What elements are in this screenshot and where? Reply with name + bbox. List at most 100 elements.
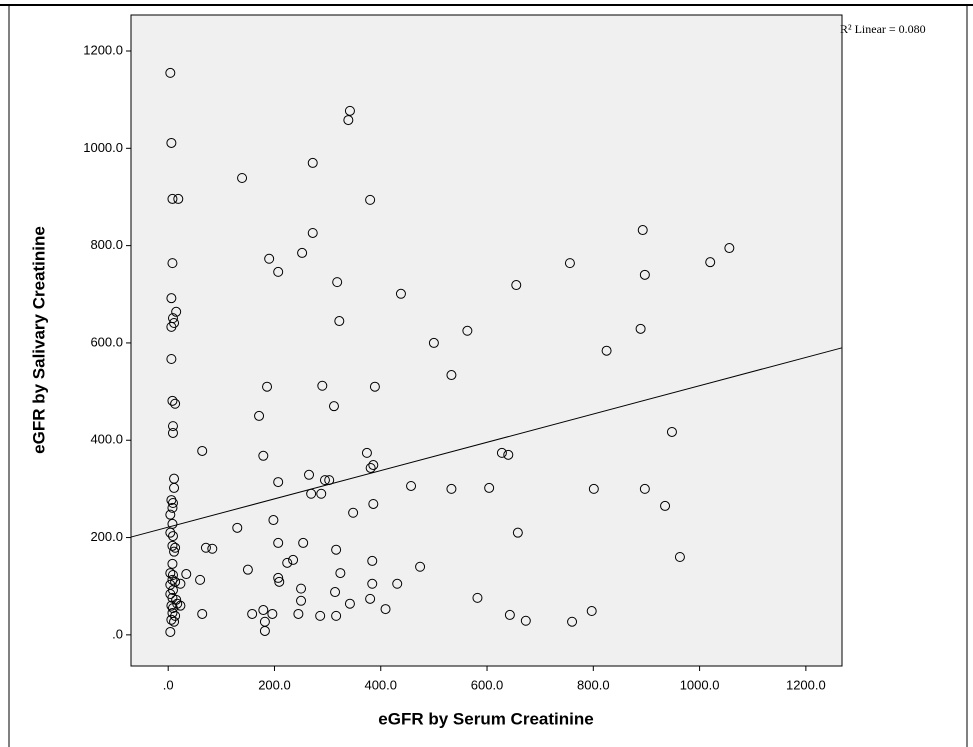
point	[166, 495, 177, 506]
point	[367, 578, 378, 589]
point	[167, 395, 178, 406]
point	[334, 316, 345, 327]
point	[167, 258, 178, 269]
point	[166, 321, 177, 332]
point	[588, 483, 599, 494]
point	[511, 280, 522, 291]
fit-label: R² Linear = 0.080	[840, 22, 926, 36]
point	[395, 288, 406, 299]
point	[567, 616, 578, 627]
point	[296, 595, 307, 606]
point	[207, 543, 218, 554]
point	[446, 483, 457, 494]
point	[316, 488, 327, 499]
point	[637, 225, 648, 236]
point	[167, 540, 178, 551]
point	[724, 243, 735, 254]
point	[331, 544, 342, 555]
y-tick-label: 1200.0	[83, 42, 123, 57]
point	[169, 616, 180, 627]
y-tick-label: 600.0	[90, 334, 123, 349]
point	[446, 370, 457, 381]
point	[172, 598, 183, 609]
point	[175, 578, 186, 589]
y-tick-label: 1000.0	[83, 140, 123, 155]
point	[288, 554, 299, 565]
x-tick-label: 1000.0	[680, 677, 720, 692]
point	[462, 325, 473, 336]
point	[392, 578, 403, 589]
point	[317, 380, 328, 391]
point	[273, 477, 284, 488]
x-tick-label: 1200.0	[786, 677, 826, 692]
point	[705, 257, 716, 268]
point	[361, 447, 372, 458]
point	[165, 568, 176, 579]
point	[365, 194, 376, 205]
point	[324, 475, 335, 486]
point	[674, 552, 685, 563]
point	[335, 568, 346, 579]
point	[237, 172, 248, 183]
y-tick-label: 400.0	[90, 432, 123, 447]
point	[171, 306, 182, 317]
point	[166, 353, 177, 364]
y-axis-title: eGFR by Salivary Creatinine	[29, 226, 48, 454]
point	[167, 502, 178, 513]
y-tick-label: 200.0	[90, 529, 123, 544]
point	[267, 608, 278, 619]
point	[472, 592, 483, 603]
point	[274, 576, 285, 587]
point	[170, 542, 181, 553]
point	[247, 608, 258, 619]
point	[319, 475, 330, 486]
point	[273, 537, 284, 548]
point	[262, 381, 273, 392]
point	[380, 604, 391, 615]
point	[259, 625, 270, 636]
point	[307, 227, 318, 238]
point	[306, 488, 317, 499]
point	[639, 483, 650, 494]
point	[258, 605, 269, 616]
point	[167, 498, 178, 509]
point	[504, 609, 515, 620]
point	[175, 600, 186, 611]
point	[343, 115, 354, 126]
point	[166, 293, 177, 304]
point	[368, 498, 379, 509]
point	[520, 615, 531, 626]
point	[512, 527, 523, 538]
point	[365, 593, 376, 604]
point	[166, 614, 177, 625]
x-tick-label: 200.0	[258, 677, 291, 692]
point	[496, 447, 507, 458]
x-tick-label: 400.0	[364, 677, 397, 692]
point	[660, 500, 671, 511]
point	[484, 482, 495, 493]
point	[167, 558, 178, 569]
point	[170, 610, 181, 621]
point	[348, 507, 359, 518]
point	[328, 401, 339, 412]
point	[367, 555, 378, 566]
point	[268, 515, 279, 526]
point	[200, 542, 211, 553]
point	[428, 337, 439, 348]
point	[293, 608, 304, 619]
point	[368, 460, 379, 471]
point	[273, 266, 284, 277]
y-tick-label: 800.0	[90, 237, 123, 252]
point	[369, 381, 380, 392]
point	[232, 522, 243, 533]
point	[165, 626, 176, 637]
point	[167, 193, 178, 204]
point	[167, 574, 178, 585]
point	[315, 610, 326, 621]
x-tick-label: 800.0	[577, 677, 610, 692]
point	[166, 137, 177, 148]
point	[167, 421, 178, 432]
point	[169, 482, 180, 493]
x-tick-label: 600.0	[471, 677, 504, 692]
point	[167, 570, 178, 581]
